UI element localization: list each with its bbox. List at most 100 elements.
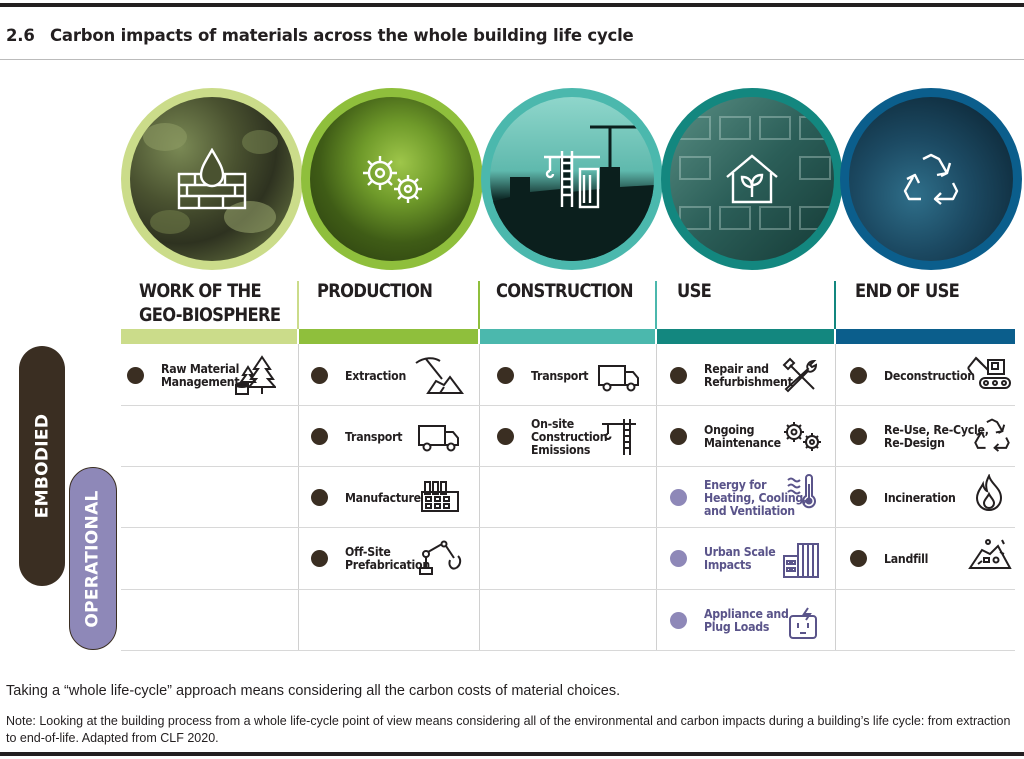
column-divider	[297, 281, 299, 329]
landfill-pile-icon	[968, 539, 1012, 569]
stage-bar-geo	[121, 329, 297, 344]
item-label: Urban Scale Impacts	[704, 544, 776, 572]
stage-circle-use	[661, 88, 843, 270]
list-item: Deconstruction	[850, 349, 987, 401]
recycle-icon	[974, 418, 1010, 452]
figure-caption: Taking a “whole life-cycle” approach mea…	[6, 683, 621, 699]
column-divider	[655, 281, 657, 329]
list-item: Raw Material Management	[127, 349, 250, 401]
item-label: Raw Material Management	[161, 361, 240, 389]
embodied-dot	[850, 366, 867, 384]
crane-icon	[602, 419, 636, 455]
embodied-dot	[850, 488, 867, 506]
top-rule	[0, 3, 1024, 7]
crane-building-icon	[544, 151, 600, 209]
operational-dot	[670, 611, 687, 629]
embodied-dot	[127, 366, 144, 384]
embodied-dot	[311, 549, 328, 567]
gears-icon	[363, 156, 422, 203]
embodied-dot	[311, 488, 328, 506]
figure-title: Carbon impacts of materials across the w…	[50, 26, 634, 45]
table-divider	[656, 344, 657, 650]
thermometer-icon	[787, 474, 816, 509]
figure-heading: 2.6 Carbon impacts of materials across th…	[6, 26, 634, 45]
list-item: Appliance and Plug Loads	[670, 594, 800, 646]
robot-arm-icon	[419, 540, 462, 575]
bottom-rule	[0, 752, 1024, 756]
skyline-silhouette	[490, 125, 654, 261]
item-label: Re-Use, Re-Cycle, Re-Design	[884, 422, 989, 450]
item-label: Incineration	[884, 489, 956, 505]
buildings-icon	[783, 543, 819, 578]
list-item: Manufacture	[311, 471, 431, 523]
item-label: Deconstruction	[884, 367, 975, 383]
list-item: Re-Use, Re-Cycle, Re-Design	[850, 410, 1003, 462]
end-of-use-photo	[849, 97, 1013, 261]
recycle-icon	[903, 153, 959, 205]
operational-pill: OPERATIONAL	[69, 467, 117, 650]
item-label: Repair and Refurbishment	[704, 361, 793, 389]
item-label: Off-Site Prefabrication	[345, 544, 430, 572]
item-label: Ongoing Maintenance	[704, 422, 781, 450]
truck-icon	[418, 425, 459, 452]
embodied-dot	[850, 427, 867, 445]
list-item: Ongoing Maintenance	[670, 410, 791, 462]
embodied-dot	[850, 549, 867, 567]
heading-rule	[0, 59, 1024, 60]
item-label: Manufacture	[345, 489, 421, 505]
row-divider	[121, 527, 1015, 528]
gears-icon	[784, 422, 821, 451]
item-label: Extraction	[345, 367, 407, 383]
figure-number: 2.6	[6, 26, 35, 45]
column-divider	[834, 281, 836, 329]
stage-bar-construction	[480, 329, 655, 344]
list-item: Extraction	[311, 349, 414, 401]
pickaxe-rocks-icon	[415, 357, 464, 394]
stage-circle-geo	[121, 88, 303, 270]
item-label: Energy for Heating, Cooling, and Ventila…	[704, 476, 807, 518]
operational-dot	[670, 549, 687, 567]
stage-label-geo: WORK OF THE GEO-BIOSPHERE	[139, 280, 281, 326]
stage-bar-end-of-use	[836, 329, 1015, 344]
production-photo	[310, 97, 474, 261]
list-item: Urban Scale Impacts	[670, 532, 785, 584]
row-divider	[121, 650, 1015, 651]
list-item: On-site Construction Emissions	[497, 410, 618, 462]
embodied-dot	[670, 366, 687, 384]
stage-circle-construction	[481, 88, 663, 270]
row-divider	[121, 466, 1015, 467]
embodied-dot	[311, 366, 328, 384]
stage-circle-production	[301, 88, 483, 270]
embodied-pill: EMBODIED	[19, 346, 65, 586]
embodied-label: EMBODIED	[32, 413, 52, 519]
list-item: Incineration	[850, 471, 965, 523]
item-label: Landfill	[884, 550, 929, 566]
operational-dot	[670, 488, 687, 506]
list-item: Off-Site Prefabrication	[311, 532, 441, 584]
list-item: Energy for Heating, Cooling, and Ventila…	[670, 471, 821, 523]
truck-icon	[598, 365, 639, 392]
factory-icon	[421, 481, 459, 512]
trees-stump-icon	[235, 355, 276, 395]
stage-label-end-of-use: END OF USE	[855, 280, 960, 302]
row-divider	[121, 405, 1015, 406]
item-label: Appliance and Plug Loads	[704, 606, 789, 634]
rock-texture	[143, 123, 278, 234]
item-label: On-site Construction Emissions	[531, 415, 608, 457]
house-leaf-icon	[726, 154, 778, 204]
table-divider	[835, 344, 836, 650]
excavator-icon	[967, 356, 1011, 389]
stage-label-construction: CONSTRUCTION	[496, 280, 634, 302]
flame-icon	[975, 474, 1003, 511]
figure-note: Note: Looking at the building process fr…	[6, 714, 1011, 745]
list-item: Repair and Refurbishment	[670, 349, 805, 401]
embodied-dot	[497, 427, 514, 445]
stage-circle-end-of-use	[840, 88, 1022, 270]
stage-label-production: PRODUCTION	[317, 280, 433, 302]
item-label: Transport	[345, 428, 403, 444]
embodied-dot	[497, 366, 514, 384]
plug-socket-icon	[789, 607, 817, 639]
table-divider	[479, 344, 480, 650]
list-item: Landfill	[850, 532, 934, 584]
land-water-drop-icon	[177, 148, 247, 210]
